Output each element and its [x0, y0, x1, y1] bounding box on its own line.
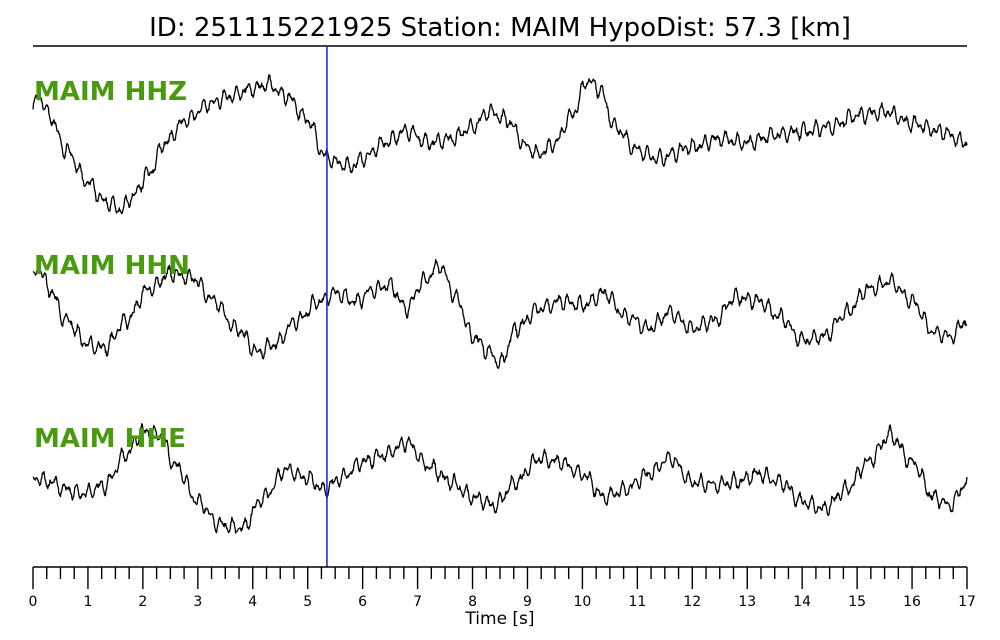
x-tick-label: 16 [903, 594, 921, 610]
x-tick-label: 2 [138, 594, 147, 610]
trace-maim-hhz [32, 74, 968, 215]
x-tick-label: 6 [358, 594, 367, 610]
x-tick-label: 0 [29, 594, 38, 610]
x-tick-label: 4 [248, 594, 257, 610]
trace-group [32, 74, 968, 534]
trace-label-maim-hhn: MAIM HHN [34, 251, 190, 281]
x-tick-label: 1 [83, 594, 92, 610]
x-tick-label: 17 [958, 594, 976, 610]
trace-label-maim-hhe: MAIM HHE [34, 424, 186, 454]
x-tick-label: 15 [848, 594, 866, 610]
trace-maim-hhe [32, 423, 968, 534]
trace-label-group: MAIM HHZ MAIM HHN MAIM HHE [34, 77, 190, 454]
x-tick-label: 10 [573, 594, 591, 610]
x-tick-label: 14 [793, 594, 811, 610]
x-tick-label: 7 [413, 594, 422, 610]
figure-title: ID: 251115221925 Station: MAIM HypoDist:… [149, 13, 851, 43]
x-tick-label: 5 [303, 594, 312, 610]
x-tick-label: 13 [738, 594, 756, 610]
x-tick-label: 3 [193, 594, 202, 610]
x-tick-label: 11 [628, 594, 646, 610]
time-axis: 0 1 2 3 4 5 6 7 8 9 10 11 12 13 14 15 16 17 [29, 566, 976, 610]
trace-maim-hhn [32, 258, 968, 369]
x-axis-label: Time [s] [464, 609, 534, 629]
trace-label-maim-hhz: MAIM HHZ [34, 77, 187, 107]
x-tick-label: 9 [523, 594, 532, 610]
x-tick-label: 8 [468, 594, 477, 610]
x-tick-label: 12 [683, 594, 701, 610]
